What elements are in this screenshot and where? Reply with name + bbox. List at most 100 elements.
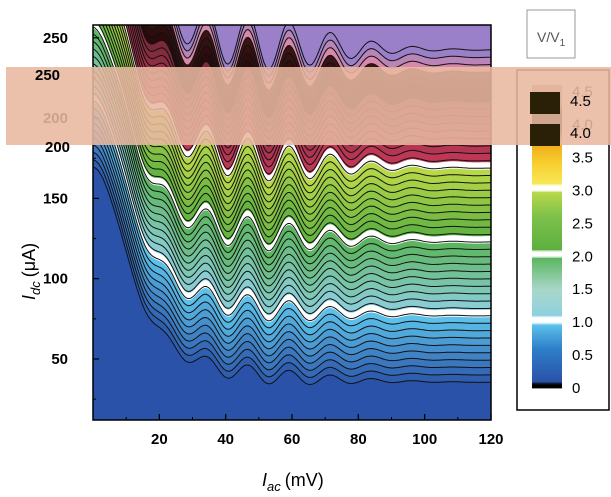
colorbar-segment — [532, 162, 562, 165]
contour-line — [93, 137, 491, 357]
colorbar-segment — [532, 164, 562, 167]
colorbar-segment — [532, 328, 562, 331]
colorbar-segment — [532, 346, 562, 349]
overlay-label-250: 250 — [35, 67, 60, 84]
contour-line — [93, 107, 491, 329]
colorbar-segment — [532, 275, 562, 278]
colorbar-segment — [532, 368, 562, 371]
contour-line — [93, 122, 491, 343]
colorbar-segment — [532, 234, 562, 237]
colorbar-segment — [532, 310, 562, 313]
colorbar-segment — [532, 297, 562, 300]
contour-line — [173, 25, 491, 84]
contour-line — [93, 63, 491, 287]
colorbar-segment — [532, 208, 562, 211]
colorbar-segment — [532, 329, 562, 332]
colorbar-segment — [532, 177, 562, 180]
colorbar-tick-label: 2.5 — [572, 215, 593, 232]
colorbar-segment — [532, 333, 562, 336]
colorbar-segment — [532, 340, 562, 343]
colorbar-tick-label: 0 — [572, 380, 580, 397]
colorbar-segment — [532, 262, 562, 265]
y-axis-title: Idc(μA) — [19, 243, 43, 300]
overlay-band: 250 200 4.5 4.0 — [6, 67, 611, 156]
colorbar-segment — [532, 373, 562, 376]
colorbar-segment — [532, 213, 562, 216]
colorbar-segment — [532, 188, 562, 191]
colorbar-segment — [532, 168, 562, 172]
colorbar-segment — [532, 180, 562, 183]
colorbar-segment — [532, 157, 562, 160]
colorbar-segment — [532, 366, 562, 369]
colorbar-tick-label: 3.5 — [572, 149, 593, 166]
colorbar-segment — [532, 165, 562, 168]
colorbar-segment — [532, 256, 562, 258]
colorbar-segment — [532, 154, 562, 157]
colorbar-segment — [532, 152, 562, 155]
heatmap-band — [169, 25, 491, 97]
colorbar-segment — [532, 277, 562, 280]
colorbar-segment — [532, 264, 562, 267]
colorbar-segment — [532, 384, 562, 387]
y-tick-label: 250 — [43, 30, 68, 47]
heatmap-band — [121, 25, 491, 188]
colorbar-segment — [532, 378, 562, 381]
colorbar-segment — [532, 382, 562, 385]
colorbar-title-text: V/V1 — [537, 29, 566, 49]
colorbar-segment — [532, 316, 562, 320]
colorbar-segment — [532, 254, 562, 257]
x-tick-label: 20 — [151, 431, 168, 448]
colorbar-segment — [532, 215, 562, 218]
colorbar-segment — [532, 379, 562, 382]
colorbar-segment — [532, 386, 562, 389]
colorbar-segment — [532, 300, 562, 303]
colorbar-tick-label: 3.0 — [572, 182, 593, 199]
colorbar-segment — [532, 200, 562, 203]
colorbar-segment — [532, 244, 562, 247]
colorbar-segment — [532, 221, 562, 224]
colorbar-segment — [532, 341, 562, 344]
colorbar-segment — [532, 326, 562, 329]
colorbar-segment — [532, 249, 562, 252]
heatmap-band — [108, 25, 491, 223]
colorbar-segment — [532, 351, 562, 354]
contour-line — [175, 25, 491, 77]
colorbar-segment — [532, 150, 562, 153]
colorbar-tick-label: 1.0 — [572, 314, 593, 331]
colorbar-segment — [532, 318, 562, 321]
colorbar-segment — [532, 246, 562, 249]
colorbar-segment — [532, 287, 562, 290]
colorbar-segment — [532, 356, 562, 359]
contour-line — [93, 41, 491, 266]
colorbar-segment — [532, 193, 562, 196]
colorbar-segment — [532, 269, 562, 272]
colorbar-segment — [532, 376, 562, 379]
colorbar-segment — [532, 250, 562, 254]
heatmap-band — [119, 25, 491, 195]
colorbar-segment — [532, 239, 562, 242]
colorbar-segment — [532, 312, 562, 315]
colorbar-segment — [532, 292, 562, 295]
colorbar-segment — [532, 211, 562, 214]
colorbar-segment — [532, 183, 562, 186]
colorbar-segment — [532, 307, 562, 310]
colorbar-segment — [532, 170, 562, 173]
colorbar-segment — [532, 302, 562, 305]
colorbar-segment — [532, 295, 562, 298]
colorbar-segment — [532, 305, 562, 308]
heatmap-area — [93, 25, 491, 420]
colorbar-segment — [532, 360, 562, 363]
colorbar-segment — [532, 322, 562, 324]
colorbar-tick-label: 2.0 — [572, 248, 593, 265]
colorbar-segment — [532, 172, 562, 175]
colorbar-segment — [532, 210, 562, 213]
colorbar-segment — [532, 308, 562, 312]
colorbar-segment — [532, 284, 562, 287]
contour-line — [108, 25, 491, 224]
contour-line — [93, 48, 491, 273]
x-tick-label: 100 — [412, 431, 437, 448]
colorbar-segment — [532, 223, 562, 226]
colorbar-segment — [532, 324, 562, 327]
x-tick-label: 120 — [478, 431, 503, 448]
colorbar-segment — [532, 280, 562, 283]
